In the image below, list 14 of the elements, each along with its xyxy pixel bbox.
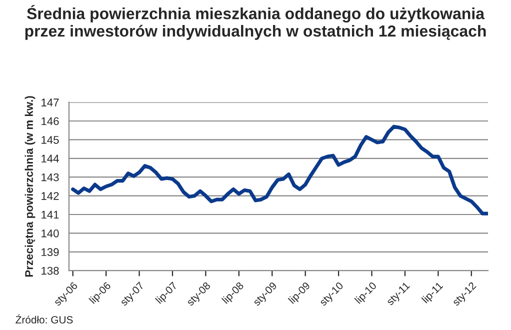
y-tick-label: 146	[42, 117, 59, 126]
chart-title: Średnia powierzchnia mieszkania oddanego do użytkowania przez inwestorów indywidualnych w ostatnich 12 miesiącach	[25, 4, 486, 40]
y-tick-label: 143	[42, 173, 59, 182]
y-tick-label: 141	[42, 210, 59, 219]
y-axis-title: Przeciętna powierzchnia (w m kw.)	[24, 96, 36, 277]
y-tick-label: 138	[42, 266, 59, 275]
y-tick-label: 140	[42, 229, 59, 238]
y-tick-label: 142	[42, 192, 59, 200]
y-tick-label: 144	[42, 154, 59, 162]
y-tick-label: 139	[42, 248, 59, 256]
text: Źródło: GUS	[16, 314, 73, 324]
line-series	[71, 124, 488, 216]
y-tick-label: 147	[42, 98, 59, 106]
y-tick-label: 145	[42, 136, 59, 144]
